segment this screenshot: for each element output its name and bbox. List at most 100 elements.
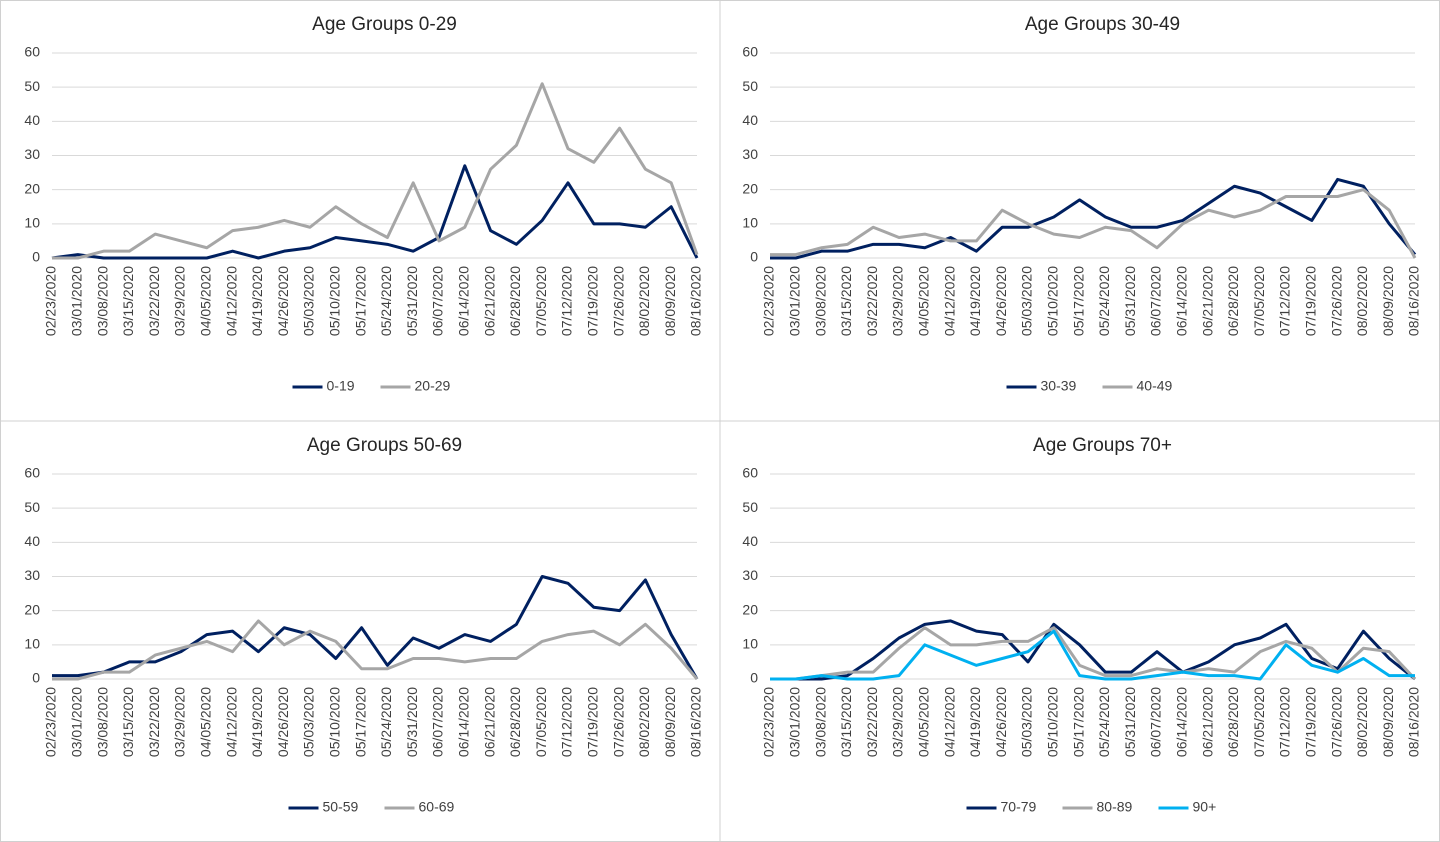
y-tick-label: 0	[32, 670, 40, 686]
x-tick-label: 05/10/2020	[1045, 687, 1061, 757]
x-tick-label: 07/05/2020	[533, 266, 549, 336]
x-tick-label: 07/12/2020	[1277, 687, 1293, 757]
x-tick-label: 08/16/2020	[1406, 266, 1422, 336]
series-line	[770, 177, 1417, 260]
x-tick-label: 07/12/2020	[559, 687, 575, 757]
x-tick-label: 08/02/2020	[636, 266, 652, 336]
x-tick-label: 05/17/2020	[352, 266, 368, 336]
x-tick-label: 03/22/2020	[864, 687, 880, 757]
x-tick-label: 03/01/2020	[787, 687, 803, 757]
x-tick-label: 04/05/2020	[198, 266, 214, 336]
x-tick-label: 03/08/2020	[94, 266, 110, 336]
x-tick-label: 07/12/2020	[1277, 266, 1293, 336]
x-tick-label: 05/17/2020	[1070, 687, 1086, 757]
x-tick-label: 05/17/2020	[352, 687, 368, 757]
x-tick-label: 04/19/2020	[967, 687, 983, 757]
x-tick-label: 06/21/2020	[1199, 687, 1215, 757]
x-tick-label: 07/26/2020	[610, 687, 626, 757]
legend-label: 30-39	[1041, 378, 1077, 394]
x-tick-label: 04/19/2020	[967, 266, 983, 336]
x-tick-label: 06/28/2020	[1225, 266, 1241, 336]
x-tick-label: 05/10/2020	[327, 687, 343, 757]
x-tick-label: 05/03/2020	[301, 687, 317, 757]
x-tick-label: 05/31/2020	[404, 687, 420, 757]
x-tick-label: 04/26/2020	[993, 687, 1009, 757]
x-tick-label: 05/17/2020	[1070, 266, 1086, 336]
legend-label: 0-19	[327, 378, 355, 394]
x-tick-label: 03/15/2020	[838, 687, 854, 757]
x-tick-label: 05/24/2020	[378, 687, 394, 757]
x-tick-label: 06/07/2020	[1148, 266, 1164, 336]
y-tick-label: 60	[24, 44, 40, 60]
x-tick-label: 05/03/2020	[1019, 687, 1035, 757]
x-tick-label: 07/05/2020	[1251, 266, 1267, 336]
x-tick-label: 06/07/2020	[430, 687, 446, 757]
x-tick-label: 07/26/2020	[1328, 687, 1344, 757]
x-tick-label: 06/14/2020	[1174, 266, 1190, 336]
x-tick-label: 03/08/2020	[812, 266, 828, 336]
y-tick-label: 40	[742, 533, 758, 549]
x-tick-label: 08/09/2020	[1380, 687, 1396, 757]
y-tick-label: 50	[742, 499, 758, 515]
x-tick-label: 03/08/2020	[94, 687, 110, 757]
x-tick-label: 07/19/2020	[1303, 266, 1319, 336]
y-tick-label: 0	[32, 249, 40, 265]
x-tick-label: 05/03/2020	[301, 266, 317, 336]
x-tick-label: 08/16/2020	[1406, 687, 1422, 757]
x-tick-label: 05/31/2020	[1122, 687, 1138, 757]
x-tick-label: 08/09/2020	[662, 266, 678, 336]
x-tick-label: 03/01/2020	[69, 266, 85, 336]
x-tick-label: 06/14/2020	[1174, 687, 1190, 757]
x-tick-label: 04/26/2020	[275, 687, 291, 757]
y-tick-label: 0	[750, 670, 758, 686]
y-tick-label: 10	[24, 636, 40, 652]
x-tick-label: 07/26/2020	[610, 266, 626, 336]
x-tick-label: 04/12/2020	[223, 687, 239, 757]
x-tick-label: 03/15/2020	[120, 687, 136, 757]
series-line	[770, 629, 1415, 681]
x-tick-label: 03/22/2020	[146, 687, 162, 757]
series-line	[770, 619, 1416, 681]
x-tick-label: 05/03/2020	[1019, 266, 1035, 336]
y-tick-label: 40	[742, 112, 758, 128]
y-tick-label: 50	[24, 78, 40, 94]
series-line	[52, 575, 699, 680]
series-line	[770, 626, 1417, 681]
x-tick-label: 07/12/2020	[559, 266, 575, 336]
y-tick-label: 60	[742, 44, 758, 60]
x-tick-label: 06/21/2020	[481, 687, 497, 757]
x-tick-label: 03/22/2020	[864, 266, 880, 336]
y-tick-label: 40	[24, 533, 40, 549]
x-tick-label: 04/05/2020	[916, 266, 932, 336]
x-tick-label: 06/07/2020	[430, 266, 446, 336]
legend-label: 70-79	[1001, 799, 1037, 815]
y-tick-label: 10	[742, 636, 758, 652]
x-tick-label: 07/05/2020	[1251, 687, 1267, 757]
y-tick-label: 20	[742, 180, 758, 196]
x-tick-label: 06/28/2020	[507, 687, 523, 757]
y-tick-label: 30	[742, 146, 758, 162]
x-tick-label: 03/29/2020	[172, 266, 188, 336]
x-tick-label: 08/09/2020	[662, 687, 678, 757]
legend-label: 40-49	[1137, 378, 1173, 394]
x-tick-label: 05/10/2020	[327, 266, 343, 336]
x-tick-label: 05/24/2020	[1096, 266, 1112, 336]
series-line	[51, 164, 699, 260]
x-tick-label: 02/23/2020	[43, 687, 59, 757]
x-tick-label: 08/02/2020	[1354, 687, 1370, 757]
x-tick-label: 04/05/2020	[916, 687, 932, 757]
chart-title: Age Groups 50-69	[307, 435, 462, 456]
y-tick-label: 20	[24, 601, 40, 617]
x-tick-label: 02/23/2020	[761, 266, 777, 336]
chart-title: Age Groups 30-49	[1025, 14, 1180, 35]
series-line	[52, 619, 699, 681]
y-tick-label: 30	[24, 567, 40, 583]
x-tick-label: 05/10/2020	[1045, 266, 1061, 336]
x-tick-label: 04/26/2020	[275, 266, 291, 336]
y-tick-label: 20	[742, 601, 758, 617]
legend-label: 80-89	[1097, 799, 1133, 815]
x-tick-label: 08/09/2020	[1380, 266, 1396, 336]
x-tick-label: 07/19/2020	[1303, 687, 1319, 757]
x-tick-label: 08/02/2020	[636, 687, 652, 757]
